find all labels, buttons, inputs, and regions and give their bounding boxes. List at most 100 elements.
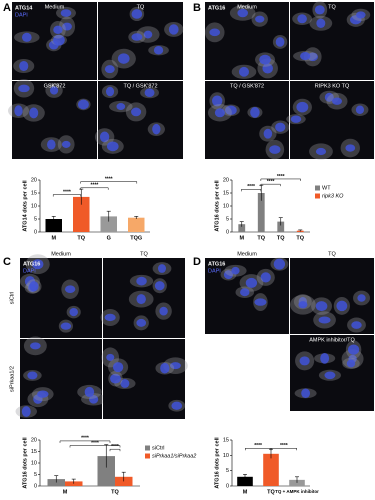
x-tick-label: TQ + AMPK inhibitor [275,489,319,494]
nucleus [214,108,225,118]
nucleus [110,373,121,384]
nucleus [245,277,258,288]
significance-label: **** [63,189,71,195]
significance-bracket [69,445,121,448]
image-label: GSK'872 [44,83,66,89]
nucleus [346,359,356,368]
nucleus [136,318,147,327]
nucleus [53,25,63,35]
nucleus [260,272,271,283]
nucleus [117,53,130,64]
significance-bracket [80,187,109,190]
nucleus [99,131,110,143]
bar [238,224,246,232]
bar [97,456,115,486]
image-label: TQ [328,251,336,257]
nucleus [19,60,29,72]
nucleus [104,65,115,74]
y-tick-label: 0 [34,483,37,489]
x-tick-label: TQ [267,489,275,495]
nucleus [61,140,71,148]
nucleus [143,30,153,39]
nucleus [131,107,142,117]
nucleus [168,24,179,35]
legend-swatch [145,445,150,451]
significance-bracket [52,194,81,197]
nucleus [152,123,161,135]
nucleus [18,84,30,93]
significance-label: **** [247,184,255,190]
nucleus [315,301,328,312]
nucleus [356,11,366,19]
image-label: AMPK inhibitor/TQ [309,337,355,343]
nucleus [320,352,330,364]
image-label: Medium [45,4,65,10]
significance-bracket [80,181,138,184]
x-tick-label: TQ [257,235,265,241]
nucleus [136,276,147,286]
nucleus [21,32,32,42]
nucleus [273,258,286,270]
image-label: ATG16 [208,261,225,267]
nucleus [21,406,31,417]
y-tick-label: 0 [226,229,229,235]
bar [263,453,279,486]
y-tick-label: 5 [226,216,229,222]
y-tick-label: 20 [223,177,229,183]
image-label: ATG14 [15,5,33,11]
nucleus [263,128,273,139]
significance-label: **** [267,179,275,185]
micrograph [20,258,102,338]
x-tick-label: TQ [277,235,285,241]
nucleus [290,115,302,123]
nucleus [299,356,310,366]
nucleus [301,388,311,399]
nucleus [32,259,44,270]
micrograph [205,258,289,334]
nucleus [105,86,115,97]
legend-swatch [315,185,320,191]
legend-label: WT [322,185,331,191]
image-label: ATG16 [23,261,40,267]
y-tick-label: 0 [34,229,37,235]
x-tick-label: TQ [77,235,85,241]
nucleus [212,95,223,107]
image-label: Medium [237,4,257,10]
image-label: TQ [137,4,145,10]
significance-bracket [270,448,297,451]
nucleus [347,344,360,355]
nucleus [62,22,72,31]
image-label: siCtrl [9,292,15,305]
nucleus [116,103,126,111]
nucleus [315,147,327,156]
nucleus [171,401,183,410]
nucleus [144,88,155,98]
x-tick-label: TQG [130,235,142,241]
nucleus [275,122,286,132]
nucleus [154,281,165,291]
legend-label: siCtrl [152,445,165,451]
nucleus [324,371,336,380]
image-label: TQ / GSK'872 [123,83,157,89]
x-tick-label: M [63,489,68,495]
x-tick-label: M [51,235,56,241]
y-tick-label: 15 [31,190,37,196]
nucleus [89,395,99,404]
x-tick-label: M [239,235,244,241]
nucleus [159,306,168,316]
x-tick-label: TQ [296,235,304,241]
image-label: Medium [51,251,71,257]
nucleus [14,105,23,117]
image-label: TQ / GSK'872 [230,83,264,89]
image-label: Medium [237,251,257,257]
nucleus [160,362,170,374]
nucleus [60,9,72,17]
nucleus [262,63,273,74]
nucleus [37,390,49,398]
significance-bracket [109,448,121,452]
image-label: TQ [140,251,148,257]
nucleus [131,9,143,19]
nucleus [131,33,143,41]
image-label: ATG16 [208,5,225,11]
